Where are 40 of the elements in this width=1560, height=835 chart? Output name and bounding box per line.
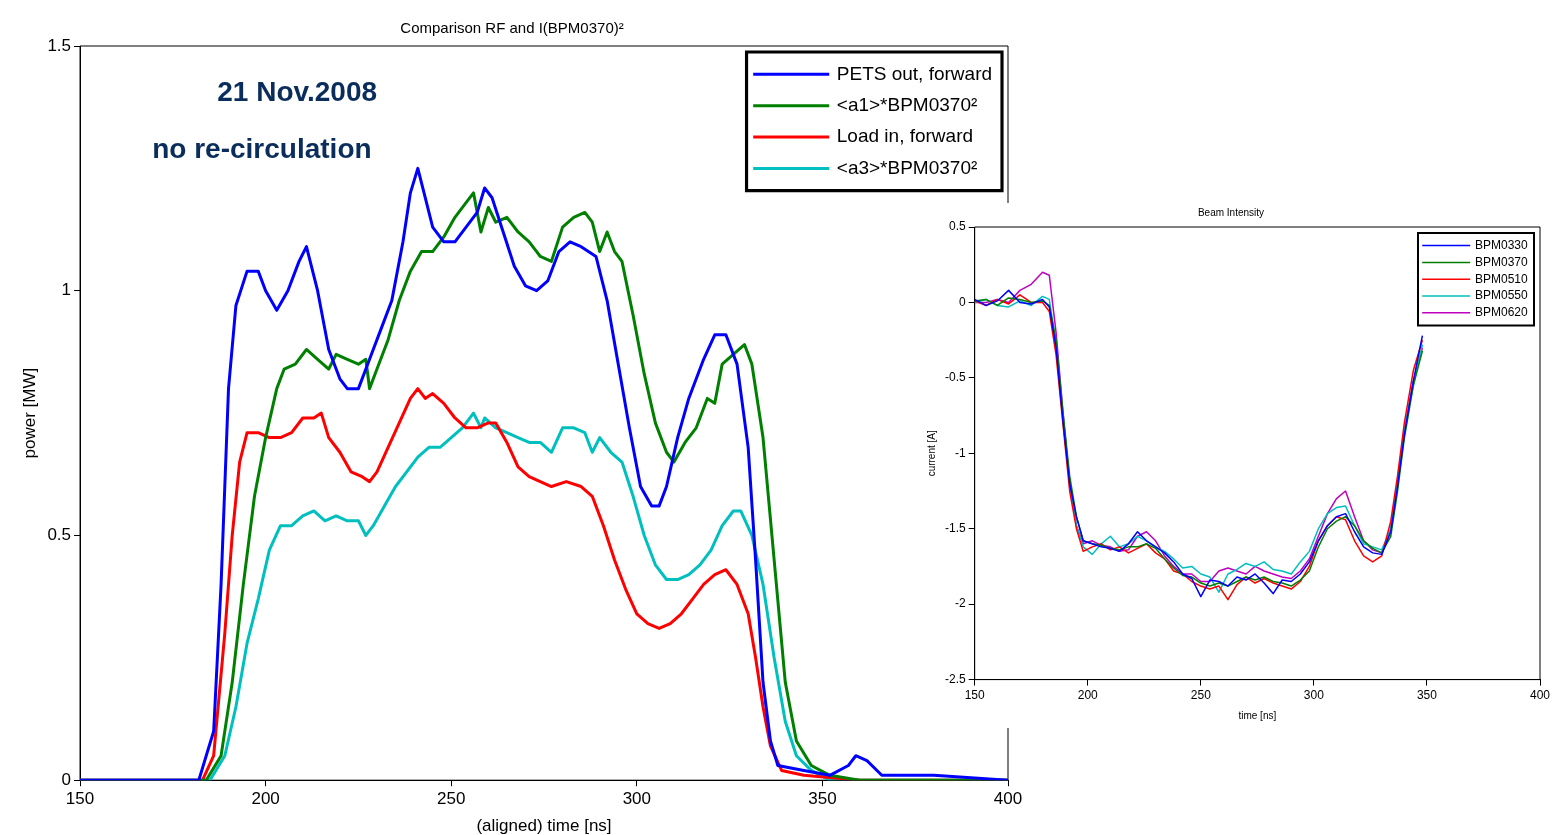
x-tick-label: 250 [1190,688,1212,703]
y-tick-label: 0.5 [47,525,72,545]
x-tick-label: 300 [1303,688,1325,703]
x-tick-label: 400 [993,789,1023,809]
y-tick-label: -1.5 [944,521,966,536]
x-tick-label: 300 [622,789,651,809]
y-tick-label: 0 [61,769,72,789]
x-tick-label: 200 [251,789,280,809]
legend-label: BPM0330 [1475,237,1529,252]
legend-label: BPM0550 [1475,288,1529,303]
chart-title: Beam Intensity [1197,206,1265,218]
legend-label: BPM0370 [1475,254,1529,269]
chart-title: Comparison RF and I(BPM0370)² [400,19,624,37]
x-tick-label: 150 [964,688,986,703]
x-tick-label: 250 [437,789,466,809]
y-tick-label: 1.5 [47,35,72,55]
y-tick-label: 0.5 [948,219,966,234]
y-tick-label: -1 [955,445,966,460]
y-tick-label: 1 [61,280,72,300]
legend-label: <a3>*BPM0370² [836,156,978,178]
legend-label: Load in, forward [836,125,974,147]
x-tick-label: 350 [808,789,837,809]
x-axis-title: (aligned) time [ns] [476,816,612,835]
y-tick-label: -0.5 [944,370,966,385]
legend-label: BPM0620 [1475,305,1529,320]
x-axis-title: time [ns] [1238,709,1277,721]
x-tick-label: 350 [1416,688,1438,703]
y-tick-label: -2.5 [944,671,966,686]
y-tick-label: -2 [955,596,966,611]
x-tick-label: 400 [1529,688,1551,703]
y-axis-title: power [MW] [19,367,39,459]
legend-label: PETS out, forward [836,62,993,84]
y-axis-title: current [A] [925,430,937,477]
y-tick-label: 0 [958,294,966,309]
legend-label: BPM0510 [1475,271,1529,286]
x-tick-label: 200 [1077,688,1099,703]
annotation: 21 Nov.2008 [217,75,378,107]
legend-label: <a1>*BPM0370² [836,93,978,115]
x-tick-label: 150 [65,789,95,809]
annotation: no re-circulation [152,132,372,164]
